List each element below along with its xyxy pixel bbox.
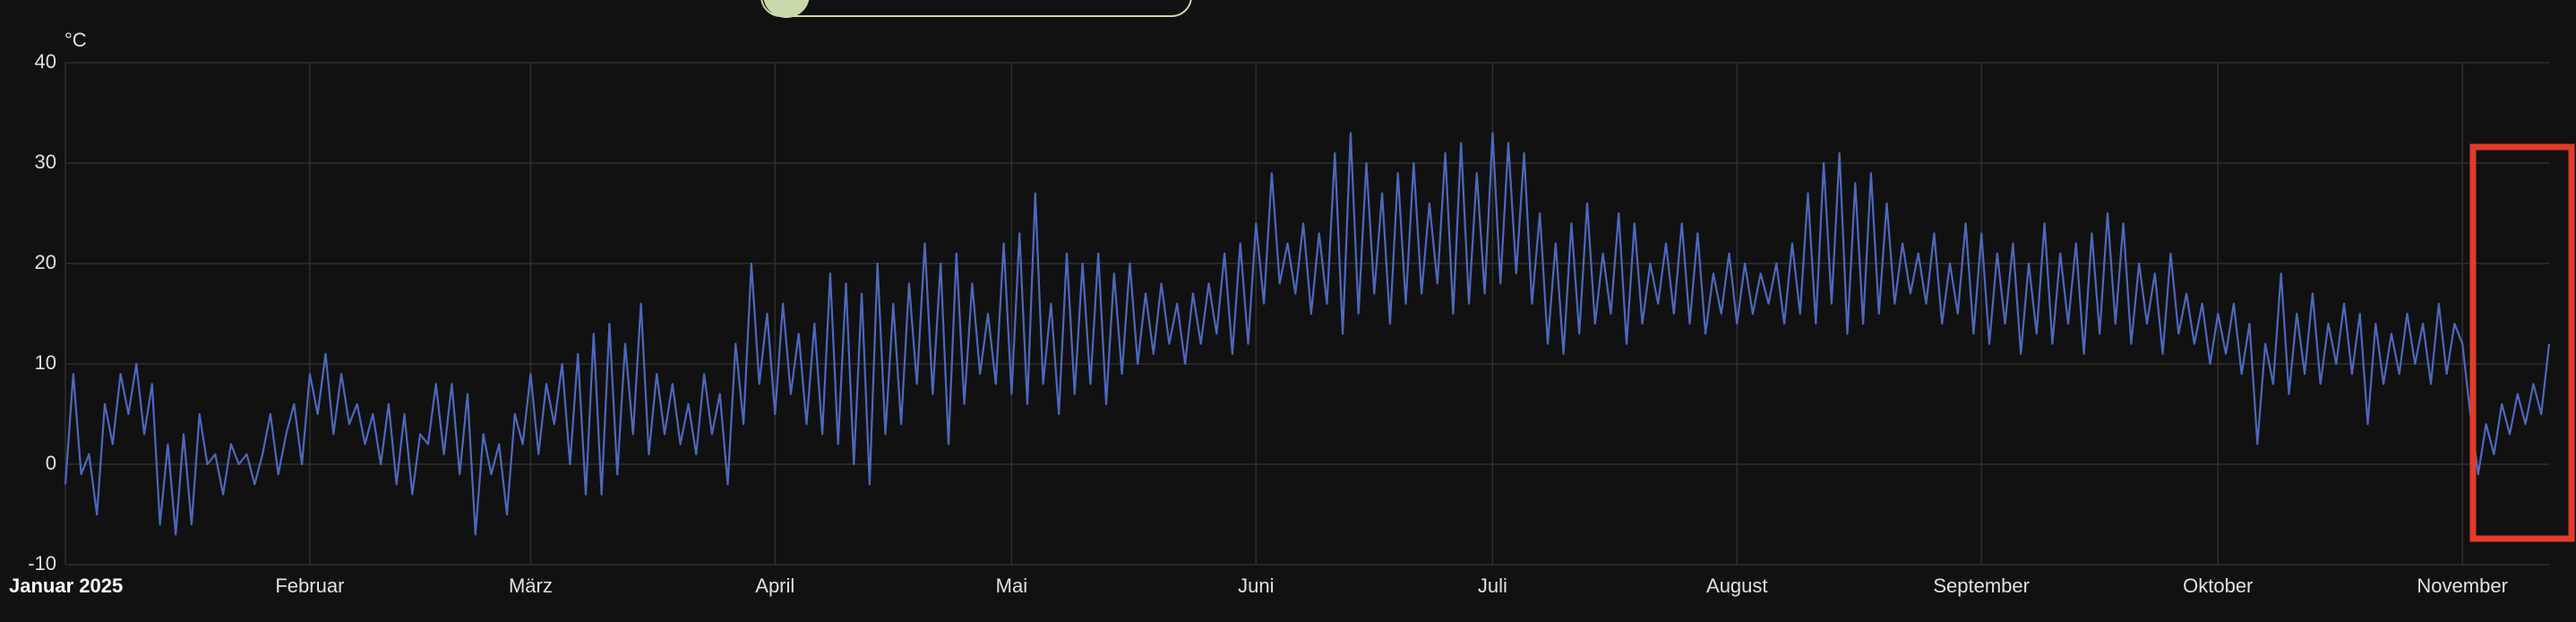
y-axis-unit: °C [64,29,87,51]
x-tick-label: Juli [1478,574,1507,597]
x-tick-label: September [1933,574,2030,597]
y-tick-label: 10 [35,351,56,374]
y-tick-label: 40 [35,50,56,73]
y-tick-label: 30 [35,151,56,173]
highlight-box [2469,143,2575,542]
x-tick-label: Oktober [2183,574,2253,597]
y-tick-label: 20 [35,251,56,273]
x-tick-label: Januar 2025 [9,574,123,597]
x-tick-label: Mai [996,574,1027,597]
x-tick-label: April [755,574,794,597]
x-tick-label: Februar [275,574,344,597]
pill-icon [763,0,810,18]
temperature-line [64,132,2551,536]
x-tick-label: August [1706,574,1768,597]
grid: -10 0 10 20 30 40 Januar 2025 Februar März April M… [9,50,2549,597]
y-tick-label: 0 [46,452,56,474]
x-tick-label: November [2417,574,2507,597]
plot [64,132,2551,536]
x-tick-label: Juni [1238,574,1274,597]
x-tick-label: März [509,574,553,597]
y-tick-label: -10 [28,552,56,574]
toolbar-pill[interactable] [760,0,1192,17]
